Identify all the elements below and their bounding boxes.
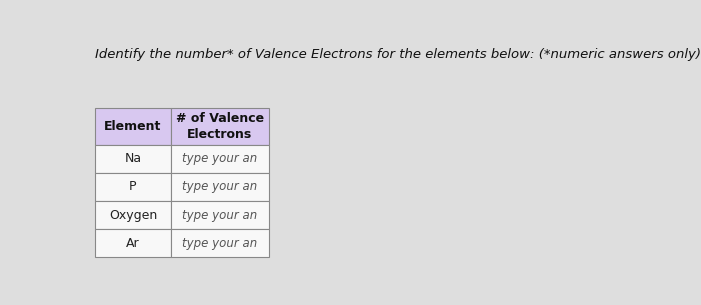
Text: Identify the number* of Valence Electrons for the elements below: (*numeric answ: Identify the number* of Valence Electron… [95, 48, 701, 61]
Bar [95, 201, 171, 229]
Text: Na: Na [124, 152, 142, 165]
Text: type your an: type your an [182, 237, 257, 250]
Text: type your an: type your an [182, 180, 257, 193]
Bar [171, 229, 268, 257]
Bar [95, 229, 171, 257]
Text: type your an: type your an [182, 209, 257, 222]
Bar [171, 145, 268, 173]
Bar [171, 173, 268, 201]
Text: Oxygen: Oxygen [109, 209, 157, 222]
Text: Element: Element [104, 120, 162, 133]
Bar [171, 108, 268, 145]
Bar [95, 145, 171, 173]
Bar [95, 173, 171, 201]
Text: P: P [129, 180, 137, 193]
Text: type your an: type your an [182, 152, 257, 165]
Text: # of Valence
Electrons: # of Valence Electrons [176, 112, 264, 141]
Bar [95, 108, 171, 145]
Bar [171, 201, 268, 229]
Text: Ar: Ar [126, 237, 139, 250]
